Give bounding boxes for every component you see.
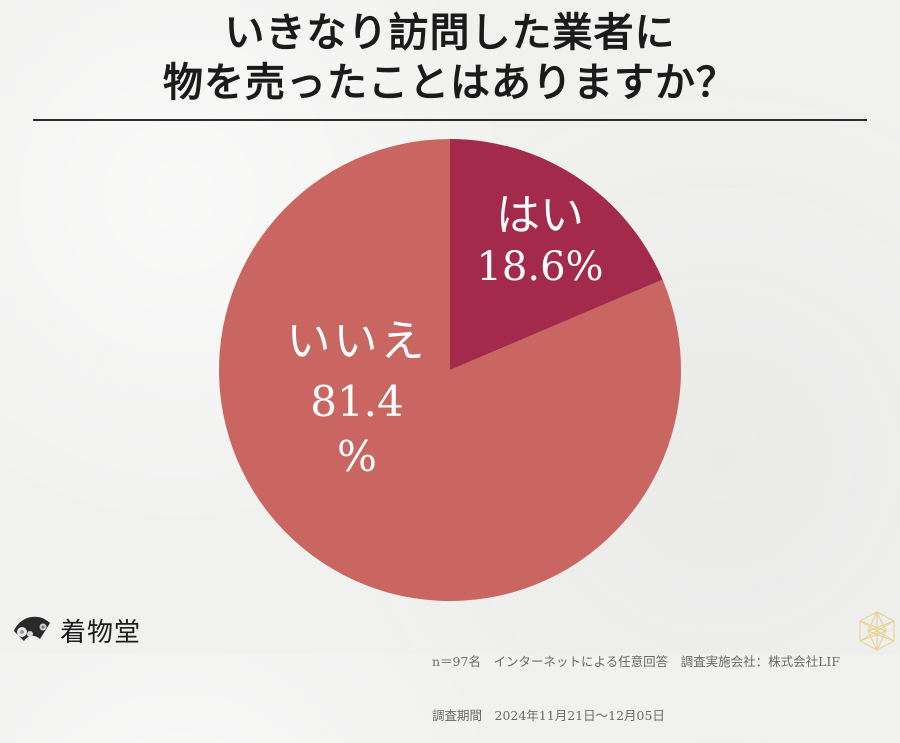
chart-title: いきなり訪問した業者に 物を売ったことはありますか？ [0, 8, 900, 108]
brand-name: 着物堂 [60, 617, 142, 648]
label-yes-name: はい [496, 190, 584, 241]
asanoha-pattern-icon [859, 610, 895, 652]
brand-logo: 着物堂 [10, 612, 141, 648]
footnote-line-2: 調査期間 2024年11月21日～12月05日 [432, 708, 665, 723]
label-no-name: いいえ [286, 316, 428, 367]
label-no-value: 81.4 [310, 377, 404, 426]
title-divider [33, 119, 867, 121]
pie-slice-yes [450, 139, 663, 370]
title-line-2: 物を売ったことはありますか？ [163, 59, 737, 106]
pie-chart: はい 18.6% いいえ 81.4 % [218, 138, 681, 601]
label-no-percent-sign: % [337, 432, 377, 481]
footnote-line-1: n＝97名 インターネットによる任意回答 調査実施会社：株式会社LIF [432, 654, 840, 669]
title-line-1: いきなり訪問した業者に [224, 9, 676, 56]
folding-fan-icon [10, 613, 54, 647]
label-yes-value: 18.6% [476, 244, 604, 290]
survey-footnote: n＝97名 インターネットによる任意回答 調査実施会社：株式会社LIF 調査期間… [432, 617, 840, 743]
label-no: いいえ 81.4 % [262, 312, 452, 482]
label-yes: はい 18.6% [470, 188, 610, 290]
pie-svg [218, 138, 681, 601]
